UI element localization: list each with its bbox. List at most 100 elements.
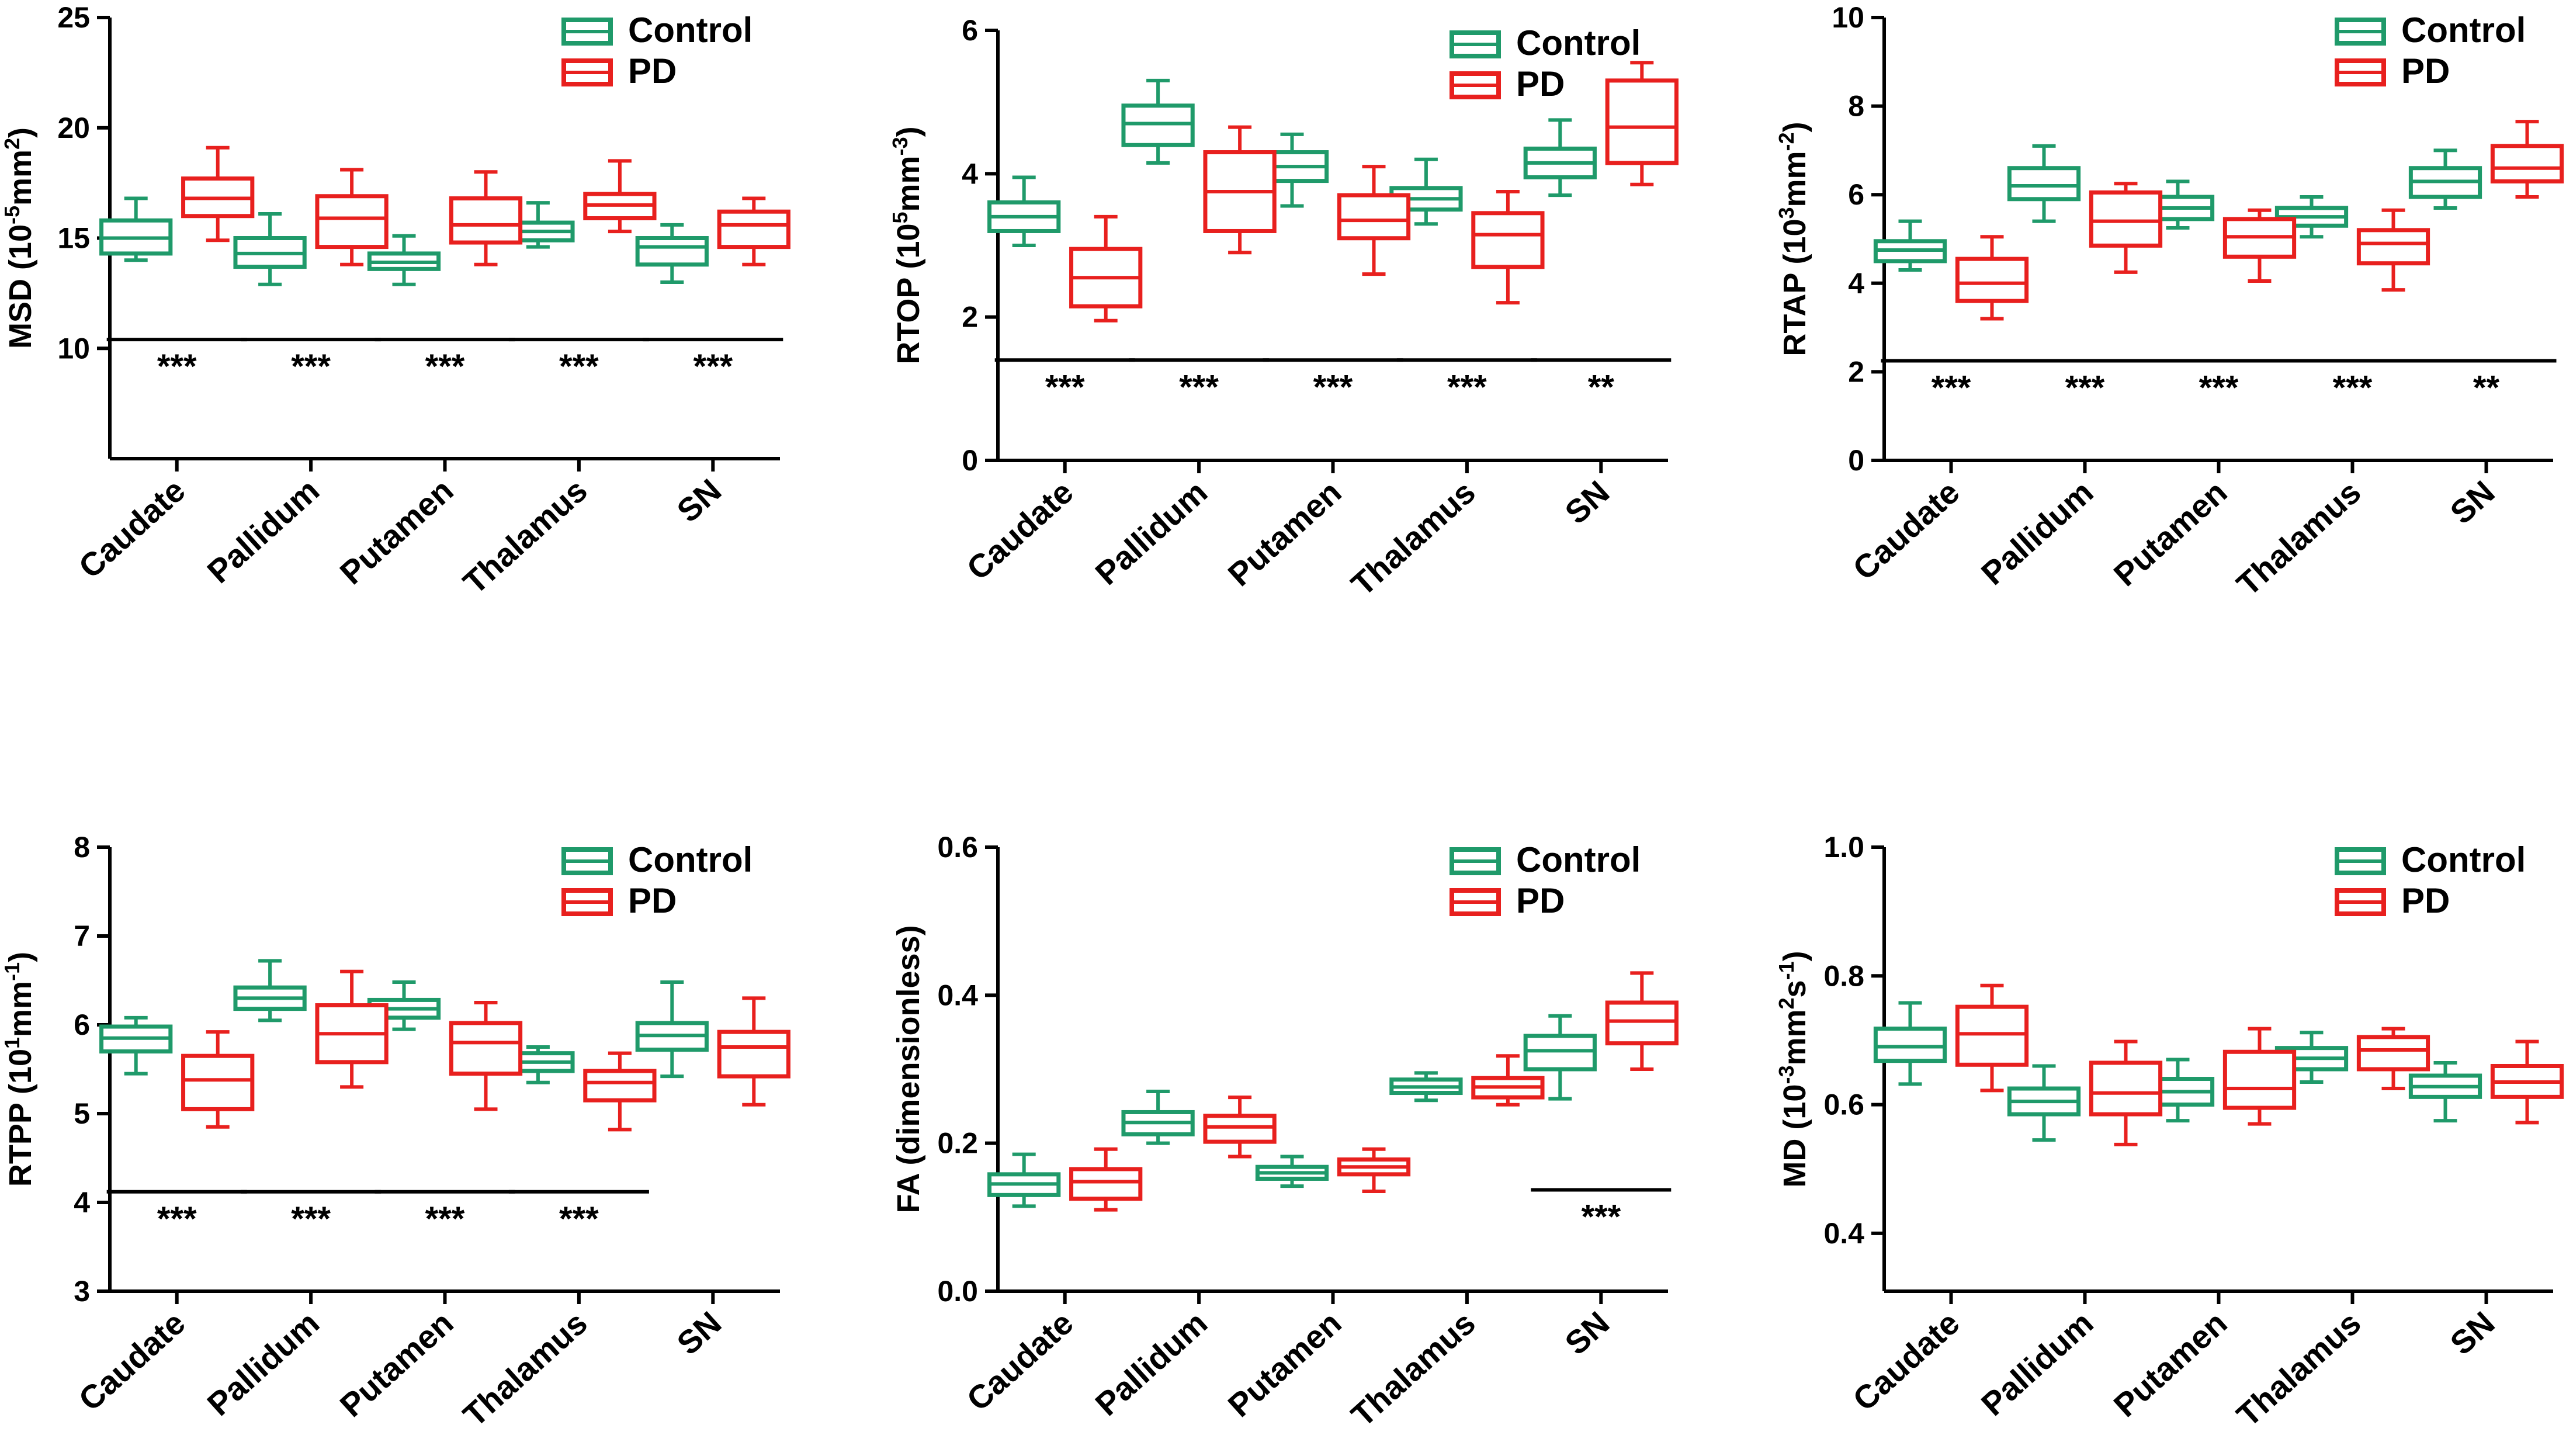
y-axis-label: MD (10-3mm2s-1) bbox=[1774, 951, 1813, 1187]
significance-stars: *** bbox=[157, 348, 197, 386]
pd-box-sn bbox=[717, 196, 790, 266]
control-box-putamen bbox=[2141, 1058, 2215, 1123]
y-tick-label: 4 bbox=[1848, 267, 1864, 300]
x-tick-label-putamen: Putamen bbox=[2107, 473, 2234, 593]
legend-pd-label: PD bbox=[1516, 881, 1565, 920]
significance-stars: *** bbox=[2333, 369, 2373, 407]
iqr-box bbox=[2089, 1060, 2163, 1117]
control-box-pallidum bbox=[1121, 78, 1195, 165]
y-tick-label: 0.6 bbox=[937, 831, 978, 864]
x-tick-label-caudate: Caudate bbox=[1846, 473, 1966, 587]
control-box-putamen bbox=[367, 234, 441, 286]
panel-rtap: 0 2 4 6 8 10 RTAP (103mm-2) Caudate Pallidum Puta… bbox=[1774, 1, 2564, 603]
iqr-box bbox=[635, 236, 709, 267]
iqr-box bbox=[2490, 144, 2564, 183]
significance-stars: *** bbox=[559, 348, 599, 386]
y-axis-label: RTAP (103mm-2) bbox=[1774, 122, 1813, 356]
x-tick-label-thalamus: Thalamus bbox=[456, 1304, 594, 1434]
x-tick-label-sn: SN bbox=[1558, 1304, 1616, 1362]
y-tick-label: 0.2 bbox=[937, 1127, 978, 1160]
legend-control-label: Control bbox=[2401, 11, 2526, 50]
x-tick-label-sn: SN bbox=[670, 1304, 728, 1362]
iqr-box bbox=[2222, 1049, 2297, 1110]
pd-box-caudate bbox=[1069, 1147, 1143, 1212]
control-box-caudate bbox=[99, 1015, 173, 1076]
x-tick-label-caudate: Caudate bbox=[959, 1304, 1080, 1418]
x-tick-label-caudate: Caudate bbox=[71, 472, 192, 585]
y-tick-label: 0.0 bbox=[937, 1275, 978, 1308]
control-box-sn bbox=[1523, 1014, 1597, 1101]
y-tick-label: 8 bbox=[1848, 90, 1864, 123]
y-tick-label: 15 bbox=[57, 222, 90, 255]
pd-box-sn bbox=[2490, 120, 2564, 199]
panel-md: 0.4 0.6 0.8 1.0 MD (10-3mm2s-1) Caudate Pallid… bbox=[1774, 831, 2564, 1434]
x-tick-label-putamen: Putamen bbox=[333, 1304, 460, 1424]
legend-control-label: Control bbox=[1516, 23, 1641, 63]
control-box-pallidum bbox=[233, 959, 307, 1022]
control-box-caudate bbox=[987, 175, 1061, 247]
iqr-box bbox=[717, 209, 790, 249]
significance-stars: *** bbox=[1179, 368, 1219, 406]
y-tick-label: 8 bbox=[74, 831, 90, 864]
y-tick-label: 0.6 bbox=[1823, 1088, 1864, 1121]
pd-box-caudate bbox=[181, 145, 255, 242]
y-tick-label: 0.4 bbox=[1823, 1217, 1864, 1250]
iqr-box bbox=[717, 1029, 790, 1079]
y-axis-label: MSD (10-5mm2) bbox=[0, 127, 38, 349]
y-tick-label: 4 bbox=[962, 157, 978, 190]
pd-box-putamen bbox=[2222, 1027, 2297, 1126]
y-tick-label: 6 bbox=[962, 14, 978, 47]
pd-box-sn bbox=[1605, 971, 1679, 1071]
x-tick-label-thalamus: Thalamus bbox=[456, 472, 594, 601]
y-tick-label: 0.8 bbox=[1823, 959, 1864, 992]
y-tick-label: 2 bbox=[962, 301, 978, 334]
y-tick-label: 6 bbox=[1848, 178, 1864, 211]
x-tick-label-caudate: Caudate bbox=[71, 1304, 192, 1418]
significance-stars: *** bbox=[291, 1200, 331, 1238]
pd-box-thalamus bbox=[1471, 1054, 1545, 1107]
x-tick-label-pallidum: Pallidum bbox=[1974, 1304, 2100, 1423]
iqr-box bbox=[1605, 1000, 1679, 1046]
iqr-box bbox=[2007, 166, 2081, 202]
y-tick-label: 0 bbox=[1848, 444, 1864, 477]
control-box-thalamus bbox=[1389, 1071, 1463, 1103]
x-tick-label-thalamus: Thalamus bbox=[1344, 473, 1482, 603]
pd-box-pallidum bbox=[2089, 1039, 2163, 1146]
significance-stars: *** bbox=[1313, 368, 1353, 406]
control-box-sn bbox=[2408, 148, 2482, 210]
significance-stars: *** bbox=[1932, 369, 1971, 407]
pd-box-putamen bbox=[449, 1001, 523, 1111]
pd-box-thalamus bbox=[583, 159, 657, 234]
y-tick-label: 10 bbox=[57, 332, 90, 365]
pd-box-putamen bbox=[449, 170, 523, 266]
significance-stars: *** bbox=[1581, 1198, 1621, 1236]
iqr-box bbox=[2089, 190, 2163, 248]
iqr-box bbox=[1955, 256, 2029, 303]
iqr-box bbox=[1471, 211, 1545, 269]
panel-rtop: 0 2 4 6 RTOP (105mm-3) Caudate Pallidum Putamen… bbox=[888, 14, 1679, 603]
pd-box-putamen bbox=[1337, 165, 1411, 276]
x-tick-label-pallidum: Pallidum bbox=[200, 472, 327, 590]
control-box-pallidum bbox=[2007, 144, 2081, 223]
significance-stars: *** bbox=[2065, 369, 2105, 407]
panel-fa: 0.0 0.2 0.4 0.6 FA (dimensionless) Caudate Pal… bbox=[891, 831, 1679, 1434]
iqr-box bbox=[1337, 193, 1411, 241]
y-tick-label: 1.0 bbox=[1823, 831, 1864, 864]
iqr-box bbox=[1523, 1034, 1597, 1072]
x-tick-label-sn: SN bbox=[2443, 1304, 2502, 1362]
y-axis-label: RTPP (101mm-1) bbox=[0, 952, 38, 1187]
pd-box-caudate bbox=[1069, 214, 1143, 323]
y-tick-label: 25 bbox=[57, 1, 90, 34]
panel-msd: 10 15 20 25 MSD (10-5mm2) Caudate Pallidum Puta… bbox=[0, 1, 790, 601]
x-tick-label-thalamus: Thalamus bbox=[1344, 1304, 1482, 1434]
pd-box-caudate bbox=[1955, 235, 2029, 321]
x-tick-label-sn: SN bbox=[2443, 473, 2502, 531]
y-axis-label: RTOP (105mm-3) bbox=[888, 126, 927, 364]
x-tick-label-pallidum: Pallidum bbox=[1088, 473, 1215, 592]
